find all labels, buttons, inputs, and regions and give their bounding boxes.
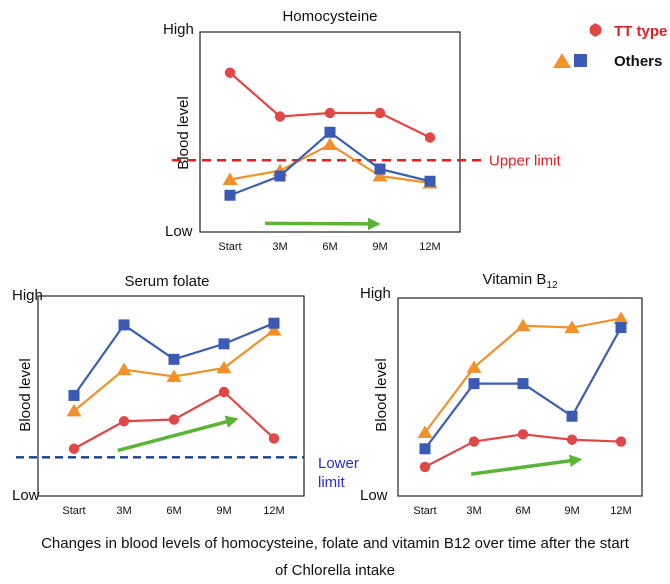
data-point-circle bbox=[274, 111, 286, 122]
y-axis-label: Blood level bbox=[175, 96, 192, 169]
data-point-circle bbox=[218, 386, 230, 398]
data-point-triangle bbox=[266, 323, 282, 336]
data-point-circle bbox=[168, 414, 180, 425]
x-tick-label: 9M bbox=[216, 505, 231, 517]
y-high-label: High bbox=[163, 21, 194, 38]
data-point-triangle bbox=[166, 369, 182, 383]
data-point-circle bbox=[468, 436, 480, 447]
series-line-triangle bbox=[424, 317, 622, 434]
caption-line-1: Changes in blood levels of homocysteine,… bbox=[41, 535, 629, 552]
chart-title: Vitamin B12 bbox=[482, 271, 557, 291]
data-point-triangle bbox=[564, 320, 580, 334]
chart-panel-2: Vitamin B12 High Low Blood level Start 3M 6M 9M… bbox=[360, 271, 643, 517]
y-low-label: Low bbox=[360, 487, 388, 504]
x-tick-label: 6M bbox=[322, 241, 337, 253]
trend-arrow bbox=[470, 454, 583, 476]
data-point-triangle bbox=[417, 425, 433, 439]
plot-frame bbox=[397, 297, 643, 497]
data-point-circle bbox=[424, 132, 436, 143]
legend-tt-label: TT type bbox=[614, 23, 667, 40]
data-point-triangle bbox=[322, 137, 338, 150]
x-tick-label: Start bbox=[413, 505, 436, 517]
chart-title-main: Vitamin B bbox=[482, 271, 546, 288]
figure: Homocysteine High Low Blood level Start 3M 6M 9… bbox=[12, 8, 667, 517]
data-point-square bbox=[224, 189, 236, 201]
data-point-circle bbox=[268, 433, 280, 444]
y-low-label: Low bbox=[165, 223, 193, 240]
data-point-square bbox=[615, 322, 627, 334]
data-point-triangle bbox=[222, 172, 238, 185]
chart-title: Homocysteine bbox=[282, 8, 377, 25]
data-point-square bbox=[424, 175, 436, 187]
data-point-square bbox=[218, 338, 230, 350]
data-point-square bbox=[268, 317, 280, 329]
data-point-circle bbox=[224, 67, 236, 78]
x-tick-label: 3M bbox=[466, 505, 481, 517]
plot-frame bbox=[37, 295, 305, 497]
data-point-square bbox=[468, 378, 480, 390]
y-high-label: High bbox=[360, 285, 391, 302]
data-point-triangle bbox=[613, 311, 629, 324]
data-point-square bbox=[517, 378, 529, 390]
x-tick-label: 9M bbox=[372, 241, 387, 253]
legend-others-label: Others bbox=[614, 53, 662, 70]
chart-title-subscript: 12 bbox=[546, 280, 558, 291]
data-point-square bbox=[168, 353, 180, 365]
data-point-triangle bbox=[466, 360, 482, 373]
data-point-triangle bbox=[116, 362, 132, 376]
x-tick-label: 3M bbox=[272, 241, 287, 253]
y-axis-label: Blood level bbox=[373, 358, 390, 431]
data-point-circle bbox=[68, 443, 80, 454]
legend-square-marker bbox=[574, 54, 587, 67]
data-point-square bbox=[566, 410, 578, 422]
chart-panel-0: Homocysteine High Low Blood level Start 3M 6M 9… bbox=[163, 8, 562, 253]
x-tick-label: Start bbox=[218, 241, 241, 253]
data-point-square bbox=[274, 170, 286, 182]
lower-limit-label: Lower bbox=[318, 455, 359, 472]
legend-circle-marker bbox=[589, 24, 602, 36]
data-point-triangle bbox=[66, 403, 82, 417]
data-point-triangle bbox=[515, 318, 531, 332]
trend-arrow bbox=[117, 415, 239, 453]
data-point-square bbox=[118, 319, 130, 331]
caption-line-2: of Chlorella intake bbox=[274, 562, 396, 579]
x-tick-label: 3M bbox=[116, 505, 131, 517]
data-point-circle bbox=[615, 436, 627, 447]
x-tick-label: 12M bbox=[610, 505, 631, 517]
data-point-square bbox=[324, 126, 336, 138]
y-high-label: High bbox=[12, 287, 43, 304]
x-tick-label: Start bbox=[62, 505, 85, 517]
x-tick-label: 6M bbox=[515, 505, 530, 517]
legend-triangle-marker bbox=[553, 53, 571, 68]
upper-limit-label: Upper limit bbox=[489, 152, 562, 169]
x-tick-label: 6M bbox=[166, 505, 181, 517]
data-point-circle bbox=[517, 429, 529, 440]
data-point-circle bbox=[118, 416, 130, 427]
data-point-triangle bbox=[372, 169, 388, 182]
data-point-triangle bbox=[216, 360, 232, 374]
data-point-square bbox=[68, 389, 80, 401]
chart-title: Serum folate bbox=[124, 273, 209, 290]
data-point-square bbox=[419, 443, 431, 455]
series-line-triangle bbox=[229, 143, 431, 185]
plot-frame bbox=[199, 31, 461, 233]
legend: TT type Others bbox=[553, 23, 667, 70]
x-tick-label: 12M bbox=[263, 505, 284, 517]
data-point-square bbox=[374, 163, 386, 175]
data-point-circle bbox=[419, 461, 431, 473]
x-tick-label: 9M bbox=[564, 505, 579, 517]
data-point-circle bbox=[374, 107, 386, 119]
data-point-circle bbox=[324, 107, 336, 119]
data-point-circle bbox=[566, 434, 578, 445]
lower-limit-label: limit bbox=[318, 474, 345, 491]
x-tick-label: 12M bbox=[419, 241, 440, 253]
y-low-label: Low bbox=[12, 487, 40, 504]
y-axis-label: Blood level bbox=[17, 358, 34, 431]
chart-panel-1: Serum folate High Low Blood level Start 3M 6M 9… bbox=[12, 273, 359, 517]
